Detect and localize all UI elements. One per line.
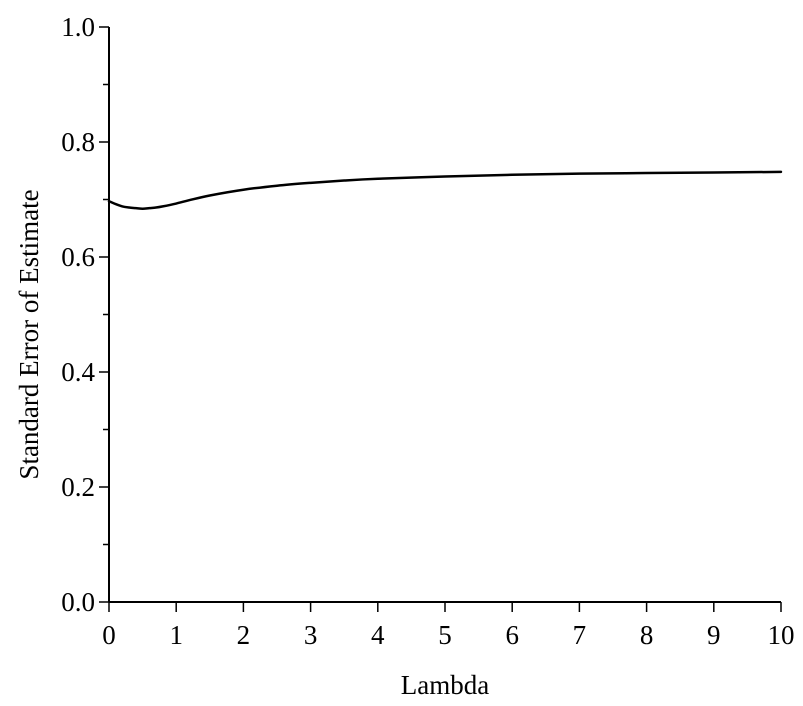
y-axis-title: Standard Error of Estimate [14,189,44,479]
x-tick-label: 9 [707,620,721,650]
x-tick-label: 2 [237,620,251,650]
x-axis-ticks: 0 1 2 3 4 5 6 7 8 9 10 [102,602,795,650]
x-tick-label: 6 [505,620,519,650]
x-tick-label: 7 [573,620,587,650]
x-tick-label: 1 [169,620,183,650]
x-tick-label: 10 [768,620,795,650]
series-line [107,170,783,210]
y-tick-label: 0.6 [61,242,95,272]
y-tick-label: 0.4 [61,357,95,387]
x-tick-label: 8 [640,620,654,650]
x-axis-title: Lambda [401,670,489,700]
y-tick-label: 0.0 [61,587,95,617]
x-tick-label: 3 [304,620,318,650]
x-tick-label: 5 [438,620,452,650]
x-tick-label: 0 [102,620,116,650]
y-tick-label: 0.2 [61,472,95,502]
y-tick-label: 0.8 [61,127,95,157]
plot-area: 0.0 0.2 0.4 0.6 0.8 1.0 0 1 2 3 4 5 6 7 8 9 10 [61,12,794,650]
y-tick-label: 1.0 [61,12,95,42]
y-axis-ticks: 0.0 0.2 0.4 0.6 0.8 1.0 [61,12,109,617]
x-tick-label: 4 [371,620,385,650]
